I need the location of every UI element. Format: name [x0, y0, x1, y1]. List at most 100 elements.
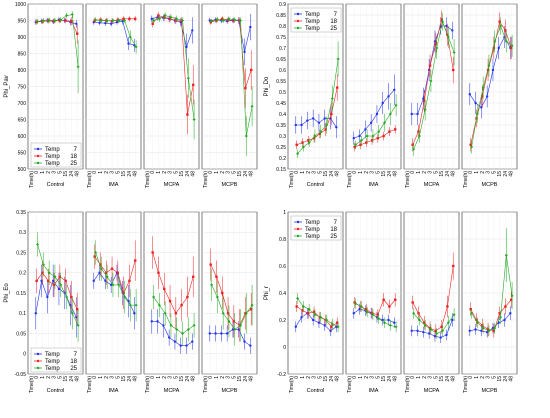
y-tick-label: 0.6: [279, 68, 286, 74]
data-point: [393, 321, 396, 324]
data-point: [364, 128, 367, 131]
data-point: [36, 242, 40, 246]
x-tick-label: 24: [243, 171, 249, 177]
data-point: [441, 20, 445, 24]
data-point: [306, 119, 309, 122]
data-point: [179, 344, 182, 347]
legend-marker: [36, 352, 40, 356]
x-tick-label: 2: [480, 171, 486, 174]
x-tick-label: 15: [121, 171, 127, 177]
data-point: [169, 323, 173, 327]
data-point: [417, 318, 421, 322]
x-tick-label: 15: [497, 171, 503, 177]
series-line-temp-25: [471, 25, 513, 148]
data-point: [221, 17, 224, 21]
x-tick-label: 5: [115, 171, 121, 174]
data-point: [249, 344, 252, 347]
data-point: [59, 283, 63, 287]
data-point: [487, 64, 491, 68]
category-label: MCPA: [164, 182, 180, 188]
x-tick-label: Time(h): [463, 171, 469, 188]
data-point: [504, 305, 507, 308]
y-tick-label: 950: [18, 18, 27, 24]
data-point: [296, 296, 300, 300]
x-tick-label: 24: [329, 171, 335, 177]
data-point: [475, 318, 478, 322]
data-point: [221, 311, 225, 315]
data-point: [369, 121, 373, 125]
data-point: [370, 139, 374, 142]
x-tick-label: 24: [185, 171, 191, 177]
series-line-temp-7: [353, 89, 395, 139]
data-point: [156, 320, 159, 323]
data-point: [128, 279, 131, 283]
data-point: [352, 137, 355, 140]
x-tick-label: 1: [300, 171, 306, 174]
y-tick-label: 0.4: [279, 291, 286, 297]
data-point: [192, 323, 196, 327]
legend-title: Temp: [45, 147, 60, 153]
data-point: [434, 329, 438, 332]
data-point: [423, 321, 426, 324]
series-line-temp-25: [355, 105, 397, 146]
series-line-temp-25: [471, 255, 513, 332]
data-point: [446, 321, 450, 325]
data-point: [123, 295, 127, 299]
y-tick-label: 0: [23, 352, 26, 358]
data-point: [452, 313, 456, 317]
data-point: [243, 340, 246, 343]
x-tick-label: 1: [358, 376, 364, 379]
data-point: [365, 134, 369, 138]
y-axis-label: Phi_r: [264, 286, 270, 300]
data-point: [300, 316, 303, 319]
x-tick-label: 1: [416, 376, 422, 379]
x-tick-label: 3: [312, 376, 318, 379]
data-point: [70, 295, 73, 299]
data-point: [232, 19, 236, 22]
data-point: [486, 328, 490, 331]
data-point: [226, 18, 230, 22]
data-point: [46, 295, 49, 299]
x-tick-label: 1: [300, 376, 306, 379]
data-point: [370, 312, 374, 315]
x-tick-label: 48: [75, 171, 81, 177]
data-point: [47, 19, 50, 23]
data-point: [365, 308, 368, 311]
legend-marker: [296, 227, 300, 231]
data-point: [157, 17, 161, 21]
legend-title: Temp: [305, 227, 320, 233]
category-label: MCPA: [424, 388, 440, 394]
data-point: [354, 143, 358, 147]
data-point: [157, 271, 160, 274]
data-point: [387, 318, 390, 322]
x-tick-label: Time(h): [145, 171, 151, 188]
x-tick-label: 5: [317, 376, 323, 379]
y-tick-label: 0.15: [16, 291, 26, 297]
x-tick-label: 5: [317, 171, 323, 174]
data-point: [215, 275, 218, 278]
x-tick-label: 0: [150, 171, 156, 174]
data-point: [335, 126, 338, 129]
x-tick-label: 48: [393, 171, 399, 177]
x-tick-label: 15: [439, 171, 445, 177]
legend-title: Temp: [305, 12, 320, 18]
data-point: [40, 279, 43, 283]
data-point: [324, 128, 327, 131]
data-point: [105, 275, 109, 279]
x-tick-label: 0: [468, 376, 474, 379]
data-point: [76, 32, 79, 35]
data-point: [208, 332, 211, 335]
data-point: [105, 19, 109, 23]
data-point: [493, 39, 497, 43]
legend-marker: [296, 12, 300, 16]
data-point: [70, 311, 74, 315]
data-point: [181, 332, 185, 335]
data-point: [59, 18, 63, 22]
x-tick-label: 3: [110, 376, 116, 379]
data-point: [510, 44, 514, 48]
x-tick-label: 48: [75, 376, 81, 382]
data-point: [371, 313, 375, 317]
y-tick-label: -0.05: [15, 372, 27, 378]
category-label: IMA: [109, 388, 119, 394]
